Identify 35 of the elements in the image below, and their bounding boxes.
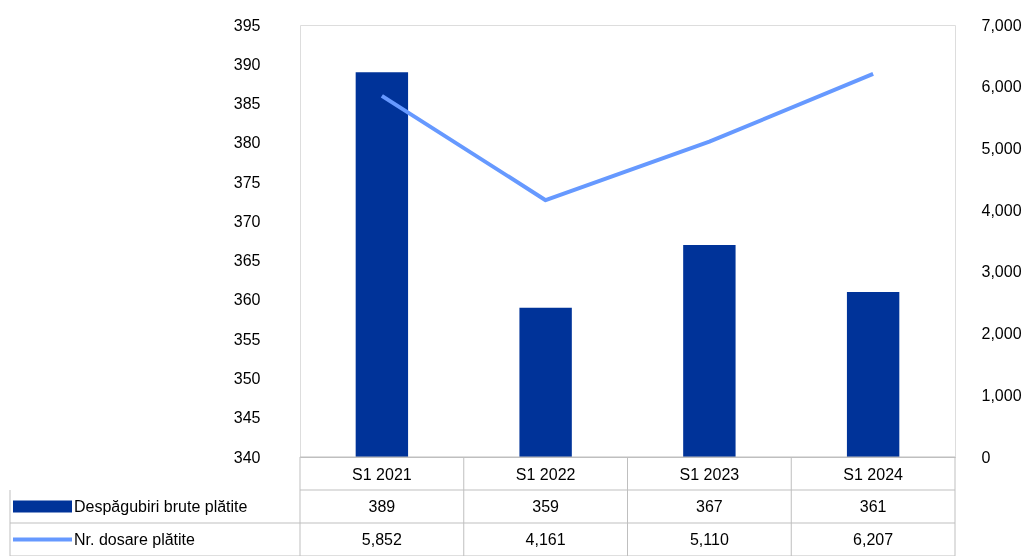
y-tick-label: 350: [233, 369, 261, 387]
line-series: [379, 71, 876, 203]
legend-label: Nr. dosare plătite: [74, 530, 196, 548]
data-label: 5,852: [361, 530, 402, 548]
x-tick-label: S1 2024: [843, 465, 904, 483]
y-tick-label: 380: [233, 134, 261, 152]
y-tick-label: 360: [233, 291, 261, 309]
data-label: 367: [696, 497, 723, 515]
y-tick-label: 340: [233, 448, 261, 466]
y2-tick-label: 5,000: [981, 139, 1022, 157]
y-tick-label: 370: [233, 212, 261, 230]
data-label: 6,207: [853, 530, 894, 548]
data-label: 4,161: [525, 530, 566, 548]
y2-tick-label: 4,000: [981, 201, 1022, 219]
data-label: 389: [368, 497, 396, 515]
y2-tick-label: 7,000: [981, 16, 1022, 34]
y-tick-label: 365: [233, 252, 261, 270]
y-tick-label: 385: [233, 95, 261, 113]
y-tick-label: 355: [233, 330, 261, 348]
x-tick-label: S1 2023: [679, 465, 740, 483]
y2-tick-label: 6,000: [981, 78, 1022, 96]
y2-tick-label: 1,000: [981, 386, 1022, 404]
y2-tick-label: 0: [981, 448, 991, 466]
y2-tick-label: 2,000: [981, 325, 1022, 343]
x-tick-label: S1 2022: [515, 465, 576, 483]
data-label: 359: [532, 497, 560, 515]
y-tick-label: 390: [233, 55, 261, 73]
y-tick-label: 395: [233, 16, 261, 34]
x-tick-label: S1 2021: [352, 465, 412, 483]
y2-tick-label: 3,000: [981, 263, 1022, 281]
legend-label: Despăgubiri brute plătite: [74, 497, 248, 515]
y-tick-label: 375: [233, 173, 261, 191]
y-tick-label: 345: [233, 409, 261, 427]
data-label: 5,110: [689, 530, 729, 548]
data-label: 361: [859, 497, 887, 515]
